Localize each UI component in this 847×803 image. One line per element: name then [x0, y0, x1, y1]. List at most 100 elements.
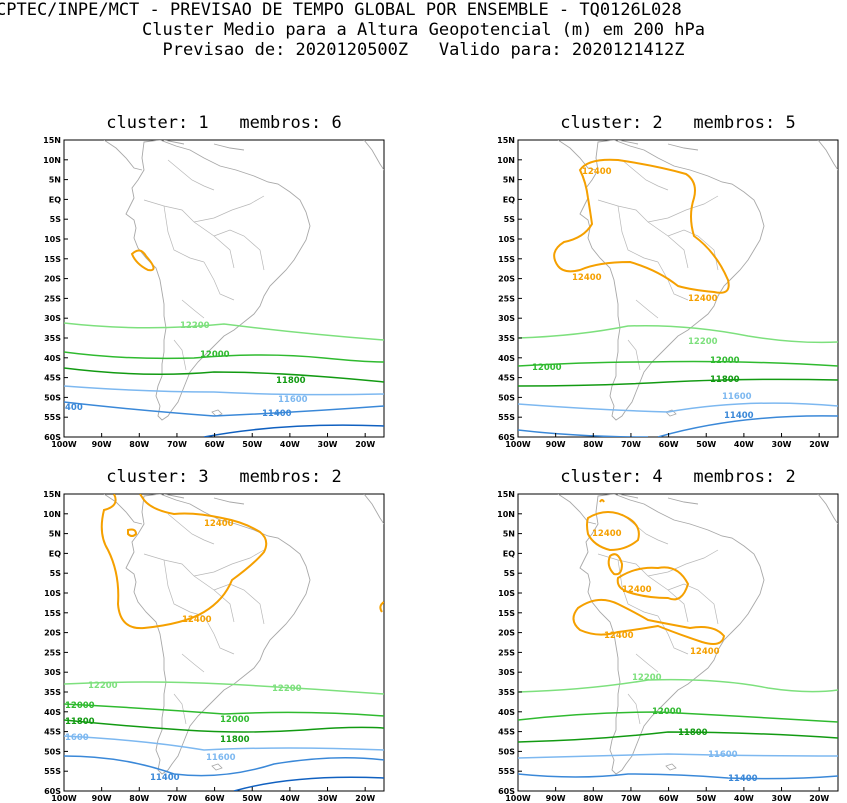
lat-tick-label: 55S — [44, 767, 61, 776]
lon-tick-label: 50W — [696, 440, 716, 449]
lat-tick-label: 40S — [498, 708, 515, 717]
lon-tick-label: 60W — [205, 794, 225, 803]
panel-2-title: cluster: 2 membros: 5 — [560, 113, 796, 133]
lat-tick-label: 10N — [497, 510, 515, 519]
contour-label-12400: 12400 — [622, 585, 652, 595]
contour-label-12400: 12400 — [204, 519, 234, 529]
lat-tick-label: 50S — [44, 747, 61, 756]
header-dates: Previsao de: 2020120500Z Valido para: 20… — [162, 40, 685, 60]
contour-label-11400: 11400 — [262, 409, 292, 419]
contour-label-12200: 12200 — [632, 673, 662, 683]
contour-label-11600: 1600 — [65, 733, 89, 743]
lat-tick-label: 15N — [497, 490, 515, 499]
contour-label-12000: 12000 — [652, 707, 682, 717]
lat-tick-label: EQ — [49, 549, 61, 558]
lat-tick-label: 40S — [498, 354, 515, 363]
lat-tick-label: 55S — [498, 413, 515, 422]
lon-tick-label: 90W — [546, 440, 566, 449]
lon-tick-label: 30W — [318, 440, 338, 449]
lon-tick-label: 100W — [505, 794, 531, 803]
lon-tick-label: 70W — [167, 440, 187, 449]
lon-tick-label: 40W — [280, 440, 300, 449]
contour-label-12200: 12200 — [180, 321, 210, 331]
lat-tick-label: 5N — [503, 530, 515, 539]
lat-tick-label: 25S — [44, 648, 61, 657]
lat-tick-label: 15N — [43, 490, 61, 499]
lat-tick-label: 40S — [44, 708, 61, 717]
lat-tick-label: 60S — [44, 433, 61, 442]
contour-label-12000: 12000 — [710, 356, 740, 366]
contour-label-11800: 11800 — [276, 376, 306, 386]
lat-tick-label: 50S — [498, 393, 515, 402]
lat-tick-label: 45S — [498, 374, 515, 383]
contour-label-12000: 12000 — [532, 363, 562, 373]
lat-tick-label: 5S — [504, 569, 516, 578]
lat-tick-label: 5N — [49, 530, 61, 539]
panel-1-title: cluster: 1 membros: 6 — [106, 113, 342, 133]
lon-tick-label: 20W — [809, 794, 829, 803]
panel-1-map: 12200 12000 11800 11600 11400 400 — [63, 139, 385, 438]
contour-label-12000: 12000 — [65, 701, 95, 711]
lat-tick-label: 60S — [498, 433, 515, 442]
contour-label-11600: 11600 — [708, 750, 738, 760]
lat-tick-label: EQ — [503, 549, 515, 558]
lon-tick-label: 40W — [280, 794, 300, 803]
lon-tick-label: 60W — [659, 440, 679, 449]
lon-tick-label: 30W — [772, 440, 792, 449]
contour-label-11400: 11400 — [728, 774, 758, 784]
lat-tick-label: 30S — [498, 668, 515, 677]
contour-label-11800: 11800 — [65, 717, 95, 727]
lon-tick-label: 80W — [583, 440, 603, 449]
lon-tick-label: 100W — [505, 440, 531, 449]
lon-tick-label: 70W — [621, 794, 641, 803]
lat-tick-label: 15N — [497, 136, 515, 145]
contour-label-12400: 12400 — [572, 273, 602, 283]
lon-tick-label: 20W — [809, 440, 829, 449]
lon-tick-label: 60W — [205, 440, 225, 449]
panel-4-map: 12400 12400 12400 12400 12200 12000 1180… — [517, 493, 839, 792]
header-subtitle: Cluster Medio para a Altura Geopotencial… — [142, 20, 705, 40]
lat-tick-label: 10N — [43, 156, 61, 165]
panel-3-title: cluster: 3 membros: 2 — [106, 467, 342, 487]
lon-tick-label: 80W — [129, 794, 149, 803]
contour-label-edge: 400 — [65, 403, 83, 413]
lon-tick-label: 70W — [167, 794, 187, 803]
contour-label-11600: 11600 — [278, 395, 308, 405]
contour-label-12200: 12200 — [88, 681, 118, 691]
lat-tick-label: 45S — [498, 728, 515, 737]
lat-tick-label: 10S — [44, 589, 61, 598]
lat-tick-label: 5S — [50, 569, 62, 578]
lon-tick-label: 50W — [242, 794, 262, 803]
lat-tick-label: 10S — [498, 589, 515, 598]
contour-label-12000: 12000 — [220, 715, 250, 725]
lat-tick-label: 55S — [498, 767, 515, 776]
lon-tick-label: 20W — [355, 794, 375, 803]
lat-tick-label: 25S — [498, 294, 515, 303]
lat-tick-label: 50S — [498, 747, 515, 756]
lon-tick-label: 100W — [51, 440, 77, 449]
contour-label-12400: 12400 — [690, 647, 720, 657]
lat-tick-label: 10N — [497, 156, 515, 165]
lat-tick-label: 30S — [44, 314, 61, 323]
header-title: CPTEC/INPE/MCT - PREVISAO DE TEMPO GLOBA… — [0, 0, 682, 20]
lon-tick-label: 30W — [318, 794, 338, 803]
lat-tick-label: 45S — [44, 374, 61, 383]
lon-tick-label: 80W — [583, 794, 603, 803]
lon-tick-label: 90W — [92, 440, 112, 449]
lat-tick-label: 25S — [44, 294, 61, 303]
lat-tick-label: 25S — [498, 648, 515, 657]
lat-tick-label: 5S — [504, 215, 516, 224]
panel-2-map: 12400 12400 12400 12200 12000 12000 1180… — [517, 139, 839, 438]
panel-4-title: cluster: 4 membros: 2 — [560, 467, 796, 487]
contour-label-11600: 11600 — [722, 392, 752, 402]
contour-label-12400: 12400 — [688, 294, 718, 304]
lat-tick-label: 55S — [44, 413, 61, 422]
panel-3-map: 12400 12400 12200 12200 12000 12000 1180… — [63, 493, 385, 792]
lat-tick-label: 40S — [44, 354, 61, 363]
lat-tick-label: 10S — [498, 235, 515, 244]
lat-tick-label: 15S — [498, 255, 515, 264]
lat-tick-label: 20S — [44, 629, 61, 638]
contour-label-12400: 12400 — [582, 167, 612, 177]
lat-tick-label: 20S — [44, 275, 61, 284]
